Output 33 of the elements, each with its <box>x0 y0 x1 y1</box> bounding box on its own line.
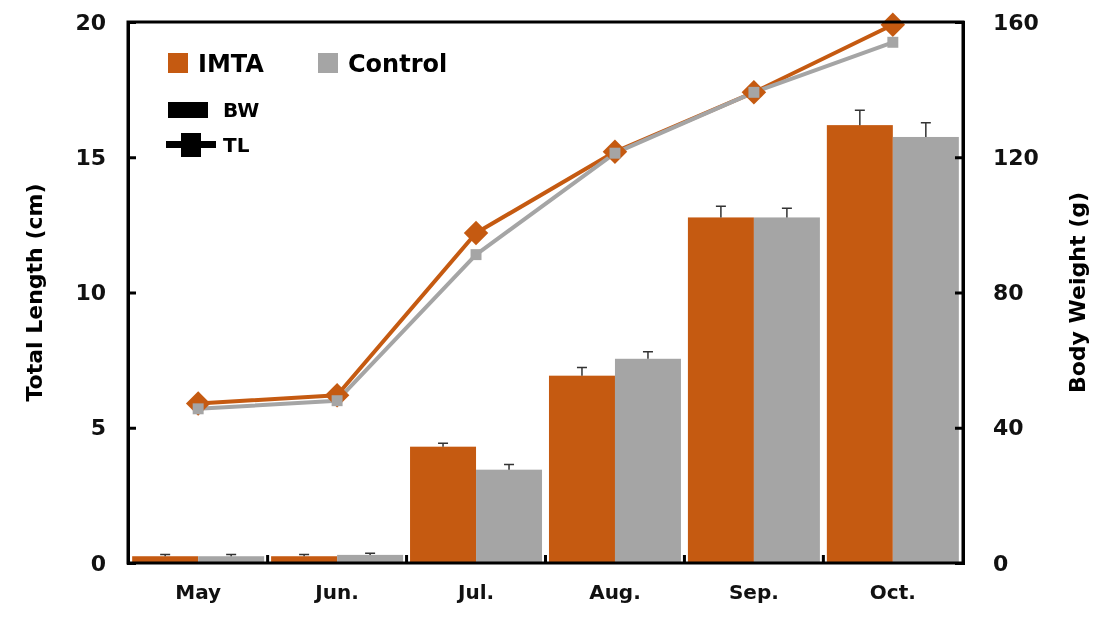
bar <box>687 217 754 563</box>
y2-axis-title: Body Weight (g) <box>1065 191 1090 394</box>
bar <box>548 375 615 563</box>
bar <box>826 125 893 563</box>
point <box>887 36 899 48</box>
point <box>463 220 489 246</box>
y-tick-label: 0 <box>90 550 106 576</box>
bar <box>753 217 820 563</box>
x-tick-label: Jul. <box>455 580 495 605</box>
y2-tick-label: 80 <box>993 280 1024 306</box>
y-tick-label: 15 <box>75 144 106 170</box>
x-tick-label: May <box>175 580 222 605</box>
legend-label: IMTA <box>198 50 265 78</box>
y-axis-title: Total Length (cm) <box>22 183 47 402</box>
bar <box>892 136 959 563</box>
bar <box>614 358 681 563</box>
bar <box>476 469 543 563</box>
y2-tick-label: 120 <box>993 144 1039 170</box>
point <box>470 249 482 261</box>
annotation: BW <box>223 98 260 122</box>
x-tick-label: Sep. <box>728 580 779 605</box>
legend-label: Control <box>348 50 448 78</box>
x-tick-label: Oct. <box>869 580 916 605</box>
y-tick-label: 20 <box>75 9 106 35</box>
x-tick-label: Aug. <box>589 580 641 605</box>
y-tick-label: 10 <box>75 280 106 306</box>
y-tick-label: 5 <box>90 415 106 441</box>
y2-tick-label: 40 <box>993 415 1024 441</box>
annotation: TL <box>223 133 250 157</box>
x-tick-label: Jun. <box>313 580 359 605</box>
y2-tick-label: 0 <box>993 550 1009 576</box>
y2-tick-label: 160 <box>993 9 1039 35</box>
bar <box>410 446 477 563</box>
